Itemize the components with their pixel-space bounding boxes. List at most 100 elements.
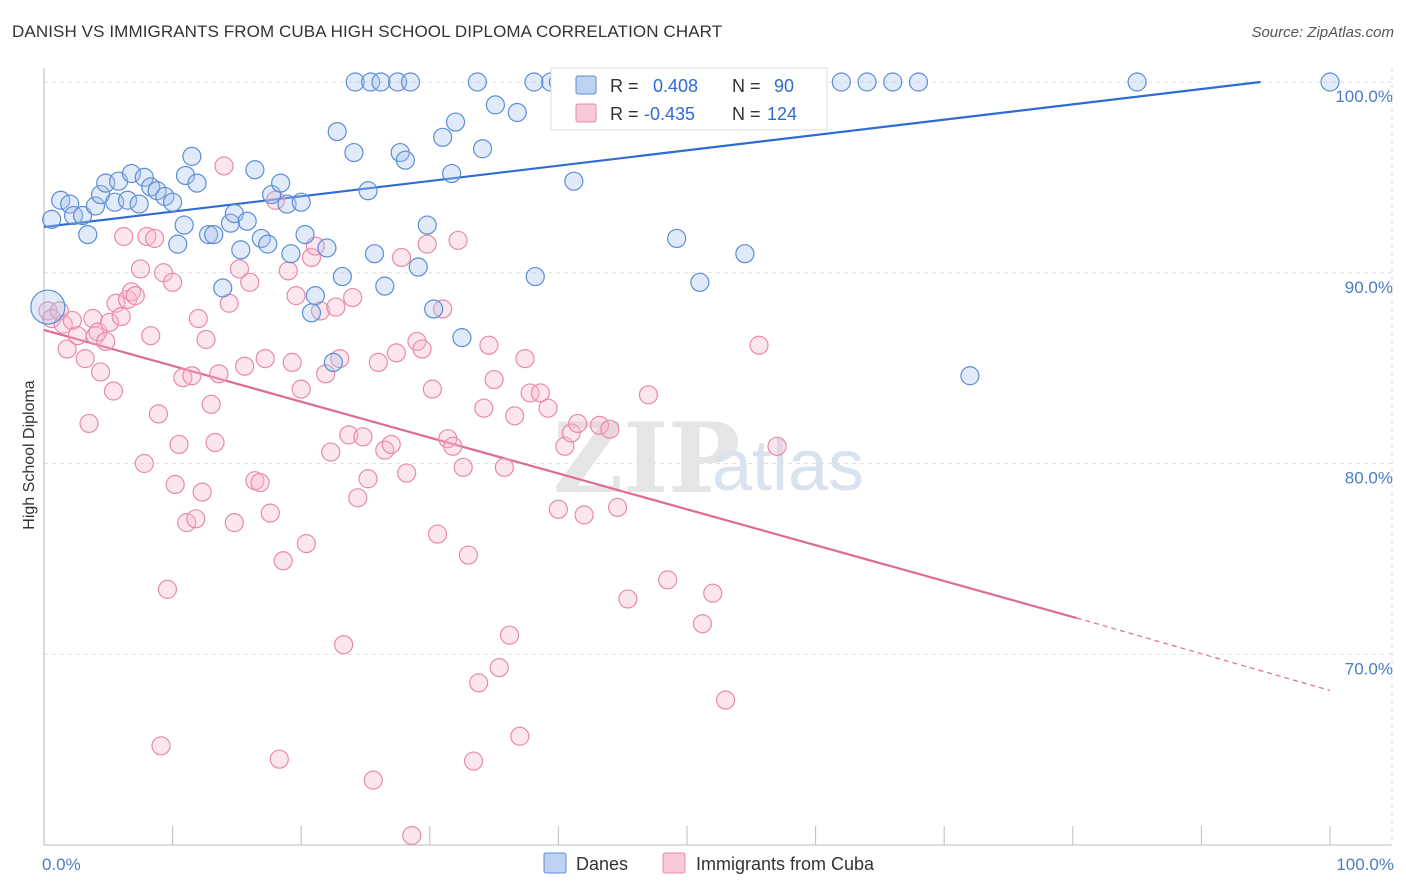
cuba-point-90[interactable] — [443, 436, 463, 456]
danes-point-89[interactable] — [1320, 72, 1340, 92]
danes-point-85[interactable] — [883, 72, 903, 92]
cuba-point-66[interactable] — [321, 442, 341, 462]
danes-point-30[interactable] — [237, 211, 257, 231]
danes-point-20[interactable] — [174, 215, 194, 235]
cuba-point-57[interactable] — [278, 261, 298, 281]
danes-point-80[interactable] — [690, 272, 710, 292]
danes-point-35[interactable] — [271, 173, 291, 193]
cuba-point-40[interactable] — [196, 329, 216, 350]
cuba-point-47[interactable] — [229, 259, 250, 279]
danes-point-56[interactable] — [400, 72, 421, 92]
danes-point-58[interactable] — [417, 215, 437, 235]
cuba-point-91[interactable] — [448, 230, 468, 250]
danes-point-27[interactable] — [220, 213, 241, 233]
danes-point-13[interactable] — [129, 194, 149, 214]
cuba-point-84[interactable] — [412, 339, 432, 359]
danes-point-42[interactable] — [317, 238, 337, 258]
danes-point-78[interactable] — [667, 228, 687, 249]
cuba-point-107[interactable] — [538, 398, 558, 418]
cuba-point-52[interactable] — [255, 348, 275, 369]
cuba-point-75[interactable] — [363, 770, 383, 790]
danes-point-65[interactable] — [472, 139, 493, 159]
cuba-point-123[interactable] — [767, 436, 787, 456]
cuba-point-36[interactable] — [182, 366, 202, 386]
danes-point-49[interactable] — [361, 72, 381, 92]
cuba-point-102[interactable] — [505, 406, 525, 426]
cuba-point-113[interactable] — [589, 415, 610, 435]
danes-point-69[interactable] — [525, 266, 545, 287]
danes-point-36[interactable] — [277, 194, 297, 214]
cuba-point-106[interactable] — [530, 383, 550, 403]
cuba-point-17[interactable] — [111, 307, 131, 327]
cuba-point-78[interactable] — [381, 434, 401, 455]
danes-point-45[interactable] — [332, 266, 352, 287]
danes-point-47[interactable] — [345, 72, 365, 92]
cuba-point-62[interactable] — [301, 247, 322, 268]
cuba-point-38[interactable] — [188, 308, 208, 329]
cuba-point-44[interactable] — [214, 156, 234, 176]
cuba-point-92[interactable] — [453, 457, 473, 477]
cuba-point-65[interactable] — [316, 364, 336, 384]
cuba-point-80[interactable] — [391, 247, 412, 268]
danes-point-39[interactable] — [295, 225, 315, 245]
cuba-point-21[interactable] — [125, 286, 145, 306]
cuba-point-53[interactable] — [260, 503, 280, 523]
danes-point-86[interactable] — [908, 72, 929, 92]
danes-point-19[interactable] — [168, 234, 188, 254]
cuba-point-8[interactable] — [79, 413, 99, 434]
cuba-point-85[interactable] — [417, 234, 437, 254]
cuba-point-27[interactable] — [148, 404, 169, 424]
cuba-point-81[interactable] — [397, 463, 417, 483]
cuba-point-55[interactable] — [269, 749, 289, 769]
cuba-point-105[interactable] — [520, 383, 540, 403]
danes-point-83[interactable] — [831, 72, 851, 92]
cuba-point-41[interactable] — [201, 394, 221, 414]
cuba-point-117[interactable] — [638, 385, 659, 405]
cuba-point-58[interactable] — [282, 352, 302, 373]
danes-point-11[interactable] — [117, 190, 138, 210]
danes-point-66[interactable] — [485, 95, 505, 115]
cuba-point-31[interactable] — [163, 272, 183, 292]
danes-point-38[interactable] — [291, 192, 311, 212]
danes-point-62[interactable] — [445, 112, 466, 132]
cuba-point-22[interactable] — [130, 259, 151, 279]
danes-point-46[interactable] — [344, 142, 364, 163]
cuba-point-23[interactable] — [134, 453, 154, 474]
cuba-point-25[interactable] — [141, 326, 161, 346]
danes-point-0[interactable] — [42, 209, 62, 229]
cuba-point-71[interactable] — [343, 287, 363, 308]
cuba-point-112[interactable] — [574, 505, 594, 525]
danes-point-63[interactable] — [452, 328, 472, 348]
cuba-point-108[interactable] — [548, 499, 569, 519]
danes-point-67[interactable] — [507, 102, 527, 123]
cuba-point-59[interactable] — [286, 286, 306, 306]
cuba-point-4[interactable] — [57, 339, 77, 359]
danes-point-37[interactable] — [281, 244, 301, 264]
cuba-point-119[interactable] — [692, 614, 713, 634]
cuba-point-70[interactable] — [339, 425, 359, 445]
danes-point-55[interactable] — [395, 150, 415, 170]
danes-point-87[interactable] — [960, 366, 980, 386]
cuba-point-94[interactable] — [463, 751, 484, 771]
cuba-point-5[interactable] — [62, 310, 82, 331]
cuba-point-15[interactable] — [103, 381, 124, 401]
cuba-point-115[interactable] — [607, 497, 628, 517]
danes-point-25[interactable] — [204, 225, 224, 245]
danes-point-59[interactable] — [424, 299, 444, 319]
danes-point-4[interactable] — [72, 205, 93, 226]
cuba-point-49[interactable] — [240, 272, 260, 292]
cuba-point-96[interactable] — [474, 398, 494, 418]
danes-point-60[interactable] — [433, 127, 453, 147]
cuba-point-104[interactable] — [515, 348, 535, 369]
cuba-point-93[interactable] — [458, 545, 478, 565]
cuba-point-72[interactable] — [348, 488, 368, 508]
cuba-point-48[interactable] — [235, 356, 255, 376]
cuba-point-101[interactable] — [499, 625, 520, 645]
cuba-point-51[interactable] — [250, 472, 270, 493]
cuba-point-103[interactable] — [510, 726, 530, 746]
cuba-point-6[interactable] — [67, 326, 88, 346]
cuba-point-13[interactable] — [96, 331, 116, 352]
danes-point-68[interactable] — [524, 72, 544, 92]
danes-point-44[interactable] — [327, 121, 347, 142]
danes-point-31[interactable] — [245, 160, 265, 180]
